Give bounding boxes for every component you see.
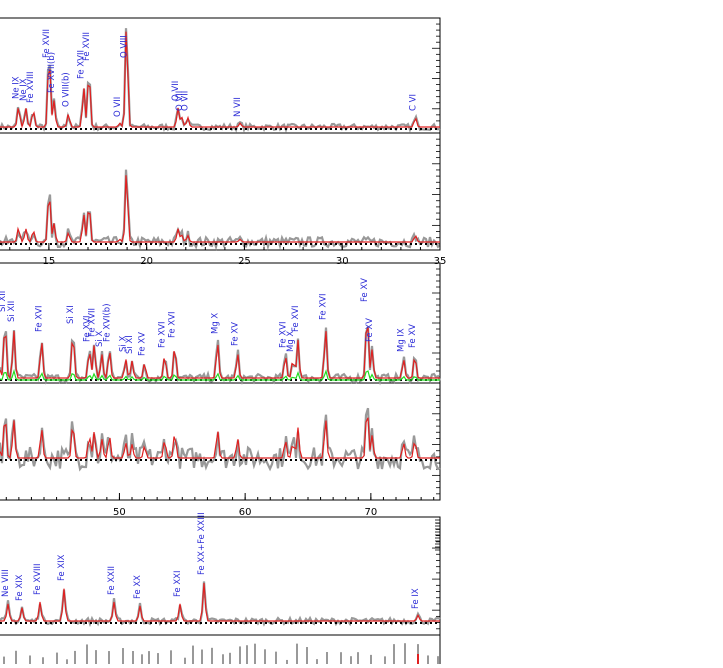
line-label: Fe XV bbox=[360, 278, 370, 302]
x-tick-label: 70 bbox=[364, 507, 377, 518]
line-label: Fe IX bbox=[411, 588, 421, 609]
line-label: O VIII bbox=[120, 35, 130, 58]
line-label: Fe XVII bbox=[82, 32, 92, 61]
line-label: Fe XX bbox=[133, 575, 143, 599]
line-label: Ne VIII bbox=[1, 569, 11, 597]
line-label: Fe XXII bbox=[107, 566, 117, 595]
data-spectrum bbox=[0, 170, 440, 247]
x-tick-label: 20 bbox=[140, 256, 153, 267]
line-label: Fe XIX bbox=[15, 574, 25, 601]
line-label: N VII bbox=[233, 97, 243, 117]
top-lower-frame bbox=[0, 133, 440, 250]
bottom-lower-series bbox=[4, 643, 438, 664]
line-label: Fe XVI(b) bbox=[102, 303, 112, 342]
bottom-upper-series bbox=[0, 581, 440, 624]
x-tick-label: 25 bbox=[238, 256, 251, 267]
line-label: Si XI bbox=[66, 305, 76, 324]
x-tick-label: 15 bbox=[43, 256, 56, 267]
x-tick-label: 60 bbox=[239, 507, 252, 518]
line-label: Fe XVI bbox=[319, 293, 329, 320]
line-label: O VII bbox=[181, 91, 191, 111]
line-label: O VII bbox=[113, 97, 123, 117]
x-tick-label: 30 bbox=[336, 256, 349, 267]
line-label: Fe XVIII bbox=[26, 71, 36, 103]
line-label: Fe XV bbox=[408, 324, 418, 348]
data-spectrum bbox=[0, 581, 440, 624]
line-label: Fe XVI bbox=[158, 321, 168, 348]
line-label: Fe XVII(b) bbox=[47, 52, 57, 93]
line-label: Si XI bbox=[125, 335, 135, 354]
line-label: Fe XV bbox=[231, 322, 241, 346]
line-label: Si XII bbox=[7, 301, 17, 322]
line-label: Fe XV bbox=[138, 332, 148, 356]
line-label: O VIII(b) bbox=[61, 72, 71, 107]
line-label: Fe XVI bbox=[168, 311, 178, 338]
model-spectrum bbox=[0, 175, 440, 242]
line-label: Mg X bbox=[286, 331, 296, 352]
line-label: Fe XX+Fe XXIII bbox=[197, 512, 207, 575]
line-label: Mg IX bbox=[397, 328, 407, 352]
line-label: Fe XXI bbox=[173, 570, 183, 597]
line-label: C VI bbox=[408, 94, 418, 111]
line-label: Fe XIX bbox=[57, 554, 67, 581]
line-label: Fe XV bbox=[365, 318, 375, 342]
line-label: Mg X bbox=[210, 313, 220, 334]
line-label: Fe XVIII bbox=[33, 563, 43, 595]
line-label: Fe XVI bbox=[34, 305, 44, 332]
x-tick-label: 50 bbox=[113, 507, 126, 518]
top-lower-series bbox=[0, 170, 440, 247]
line-label: Fe XVI bbox=[291, 305, 301, 332]
middle-lower-series bbox=[0, 408, 440, 469]
